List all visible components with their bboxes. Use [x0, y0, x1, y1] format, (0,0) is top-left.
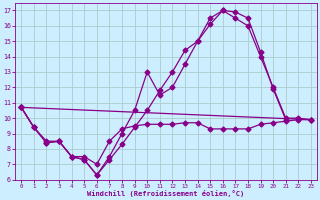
- X-axis label: Windchill (Refroidissement éolien,°C): Windchill (Refroidissement éolien,°C): [87, 190, 245, 197]
